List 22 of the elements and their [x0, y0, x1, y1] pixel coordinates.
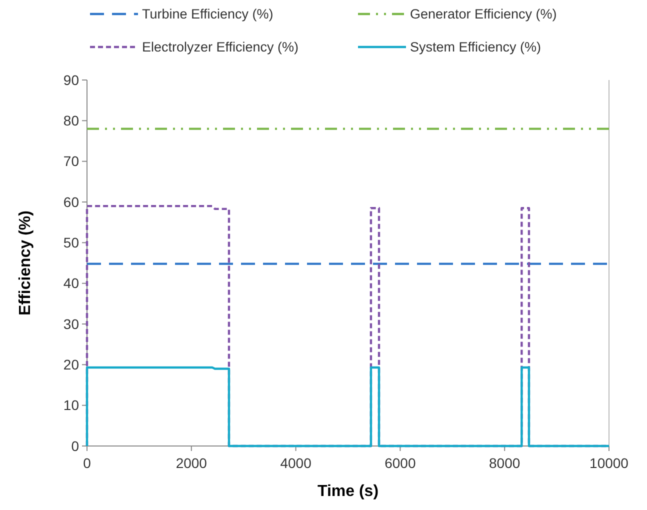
y-axis-title: Efficiency (%)	[17, 210, 34, 316]
y-tick-label: 50	[63, 234, 80, 251]
legend-label: Generator Efficiency (%)	[410, 6, 557, 22]
y-tick-label: 60	[63, 194, 80, 210]
x-tick-label: 10000	[590, 455, 629, 471]
x-tick-label: 0	[83, 455, 92, 471]
x-tick-label: 4000	[280, 455, 312, 471]
y-tick-label: 0	[71, 438, 80, 454]
y-tick-label: 80	[63, 112, 80, 129]
x-tick-label: 6000	[384, 455, 416, 471]
legend-label: Turbine Efficiency (%)	[142, 6, 274, 22]
legend-label: System Efficiency (%)	[410, 40, 542, 55]
y-tick-label: 10	[63, 397, 80, 414]
legend-label: Electrolyzer Efficiency (%)	[142, 40, 299, 55]
y-tick-label: 30	[63, 316, 80, 332]
y-tick-label: 20	[63, 356, 80, 373]
y-tick-label: 40	[63, 275, 80, 292]
x-tick-label: 2000	[176, 455, 208, 471]
x-axis-title: Time (s)	[317, 483, 379, 500]
y-tick-label: 90	[63, 72, 80, 88]
y-tick-label: 70	[63, 153, 80, 170]
x-tick-label: 8000	[489, 455, 520, 471]
